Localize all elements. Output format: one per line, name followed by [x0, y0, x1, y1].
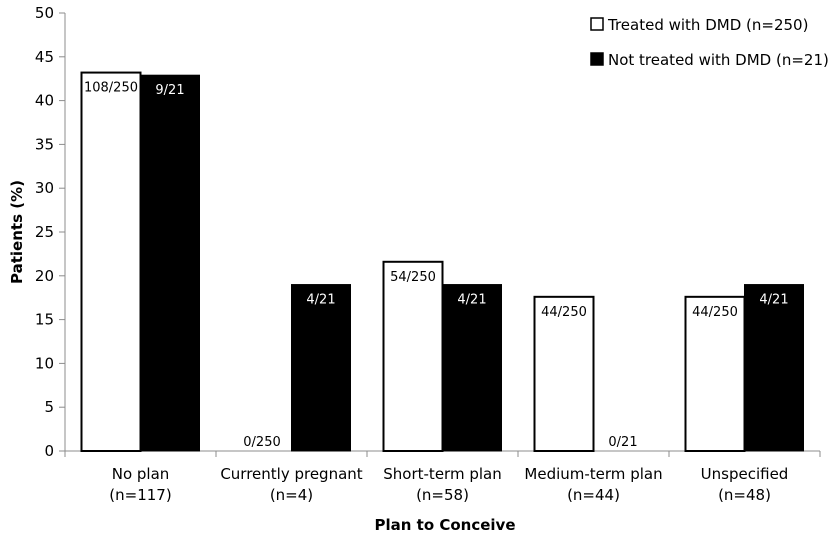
x-category-n-label: (n=58): [416, 486, 469, 504]
y-tick-label: 10: [35, 354, 54, 372]
x-axis: No plan (n=117) Currently pregnant (n=4) Sho…: [64, 450, 821, 504]
legend-swatch-treated: [590, 17, 604, 31]
y-axis: 0 5 10 15 20 25 30 35 40 45 50: [35, 4, 66, 460]
bar-not-treated: [291, 284, 351, 452]
data-label-treated: 44/250: [541, 305, 587, 320]
y-tick-label: 50: [35, 4, 54, 22]
y-tick-label: 45: [35, 48, 54, 66]
x-category-label: Medium-term plan: [524, 465, 662, 483]
x-category-label: Currently pregnant: [220, 465, 362, 483]
y-tick-label: 0: [44, 442, 54, 460]
x-category-n-label: (n=4): [270, 486, 313, 504]
x-category-label: Short-term plan: [383, 465, 501, 483]
bar-not-treated: [744, 284, 804, 452]
legend-label-not-treated: Not treated with DMD (n=21): [608, 51, 829, 69]
data-label-treated: 0/250: [243, 435, 280, 450]
legend-swatch-not-treated: [590, 52, 604, 66]
data-label-treated: 108/250: [84, 81, 138, 96]
x-category-label: Unspecified: [701, 465, 789, 483]
x-axis-title: Plan to Conceive: [374, 516, 515, 534]
y-tick-label: 35: [35, 135, 54, 153]
y-tick-label: 20: [35, 267, 54, 285]
data-label-not-treated: 4/21: [759, 293, 788, 308]
y-tick-label: 40: [35, 92, 54, 110]
data-label-treated: 44/250: [692, 305, 738, 320]
data-label-not-treated: 4/21: [306, 293, 335, 308]
x-category-n-label: (n=44): [567, 486, 620, 504]
bar-treated: [80, 71, 142, 453]
legend: Treated with DMD (n=250) Not treated with…: [590, 16, 829, 69]
bars: [80, 71, 804, 453]
data-label-not-treated: 4/21: [457, 293, 486, 308]
x-category-n-label: (n=48): [718, 486, 771, 504]
bar-treated: [533, 295, 595, 452]
y-axis-title: Patients (%): [8, 180, 26, 284]
bar-treated: [684, 295, 746, 452]
x-category-n-label: (n=117): [109, 486, 171, 504]
bar-not-treated: [140, 74, 200, 452]
y-tick-label: 5: [44, 398, 54, 416]
data-label-not-treated: 0/21: [608, 435, 637, 450]
data-label-treated: 54/250: [390, 270, 436, 285]
y-tick-label: 15: [35, 311, 54, 329]
bar-treated: [382, 260, 444, 452]
data-label-not-treated: 9/21: [155, 83, 184, 98]
bar-not-treated: [442, 284, 502, 452]
x-category-label: No plan: [112, 465, 170, 483]
y-tick-label: 25: [35, 223, 54, 241]
legend-label-treated: Treated with DMD (n=250): [607, 16, 808, 34]
y-tick-label: 30: [35, 179, 54, 197]
bar-labels: 108/250 0/250 54/250 44/250 44/250 9/21 4/21 4/…: [84, 81, 789, 450]
